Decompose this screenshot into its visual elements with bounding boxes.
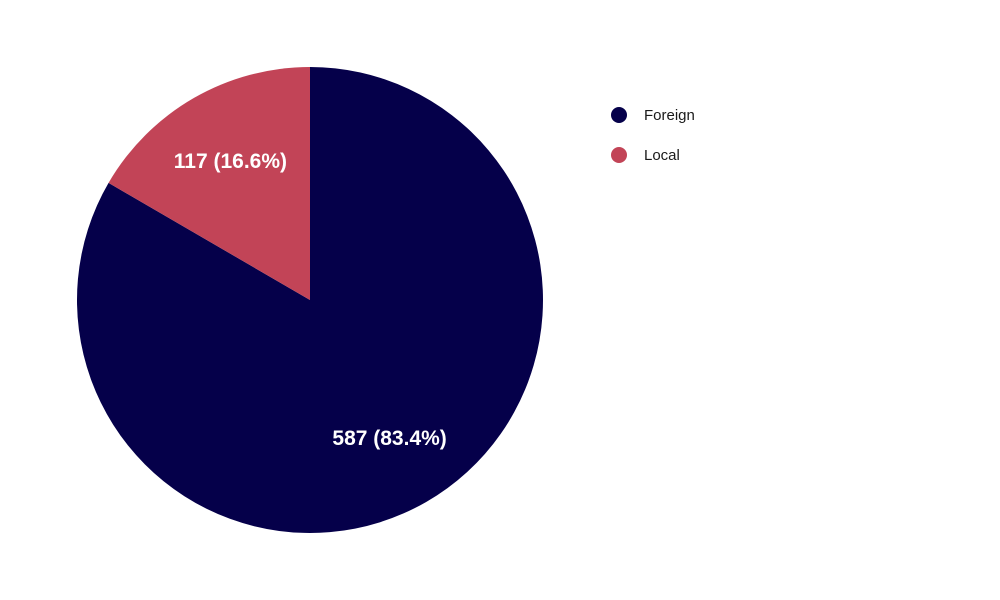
- pie-slice-local[interactable]: [108, 67, 310, 300]
- legend-swatch-foreign: [611, 107, 627, 123]
- legend-item-foreign[interactable]: Foreign: [611, 103, 695, 127]
- slice-label-foreign: 587 (83.4%): [332, 427, 446, 450]
- legend-swatch-local: [611, 147, 627, 163]
- legend-label-local: Local: [644, 146, 680, 164]
- slice-label-local: 117 (16.6%): [174, 150, 287, 173]
- legend-item-local[interactable]: Local: [611, 143, 695, 167]
- chart-legend: Foreign Local: [611, 103, 695, 183]
- legend-label-foreign: Foreign: [644, 106, 695, 124]
